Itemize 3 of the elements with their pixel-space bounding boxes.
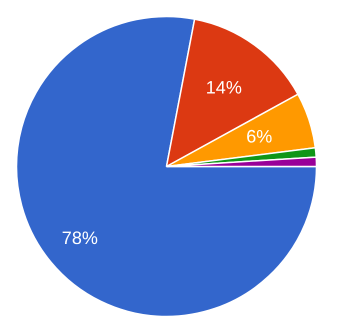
data-label: 14% (206, 78, 242, 98)
data-label: 6% (246, 126, 272, 146)
data-label: 78% (62, 228, 98, 248)
